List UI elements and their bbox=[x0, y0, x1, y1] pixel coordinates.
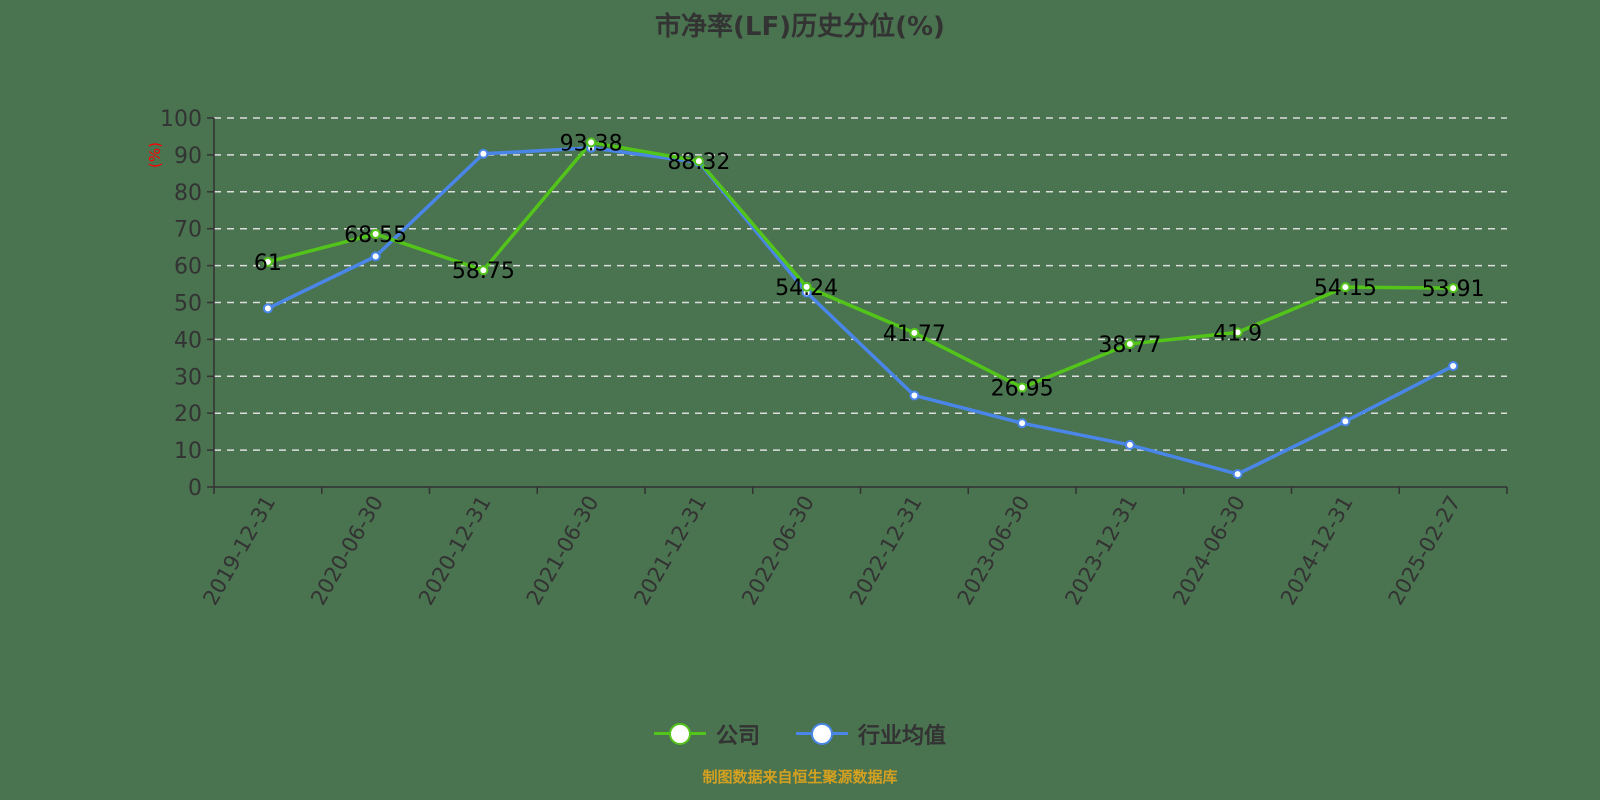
y-tick-label: 20 bbox=[174, 402, 202, 427]
data-label: 93.38 bbox=[560, 131, 623, 156]
y-tick-label: 70 bbox=[174, 218, 202, 243]
data-point[interactable] bbox=[1340, 282, 1351, 293]
data-label: 41.77 bbox=[883, 322, 946, 347]
data-point[interactable] bbox=[1448, 360, 1459, 371]
series-line bbox=[267, 140, 1454, 390]
legend-item-industry-avg[interactable]: 行业均值 bbox=[796, 718, 946, 750]
x-tick-label: 2024-12-31 bbox=[1276, 492, 1358, 610]
x-tick-label: 2022-12-31 bbox=[845, 492, 927, 610]
data-point[interactable] bbox=[586, 137, 597, 148]
y-tick-label: 60 bbox=[174, 255, 202, 280]
data-point[interactable] bbox=[262, 256, 273, 267]
data-point[interactable] bbox=[370, 251, 381, 262]
legend-marker-icon bbox=[796, 722, 848, 746]
legend: 公司 行业均值 bbox=[0, 718, 1600, 750]
y-tick-label: 80 bbox=[174, 181, 202, 206]
data-point[interactable] bbox=[801, 281, 812, 292]
data-point[interactable] bbox=[1232, 327, 1243, 338]
data-label: 26.95 bbox=[991, 377, 1054, 402]
data-label: 61 bbox=[254, 251, 282, 276]
data-label: 53.91 bbox=[1422, 277, 1485, 302]
legend-item-company[interactable]: 公司 bbox=[653, 718, 760, 750]
x-tick-label: 2025-02-27 bbox=[1384, 492, 1466, 610]
y-tick-label: 100 bbox=[160, 107, 202, 132]
x-tick-label: 2020-12-31 bbox=[414, 492, 496, 610]
data-point[interactable] bbox=[1448, 283, 1459, 294]
x-tick-label: 2022-06-30 bbox=[737, 492, 819, 610]
legend-marker-icon bbox=[653, 722, 706, 746]
x-tick-label: 2023-12-31 bbox=[1060, 492, 1142, 610]
series-lines bbox=[262, 137, 1459, 480]
data-point[interactable] bbox=[1124, 439, 1135, 450]
series-line bbox=[267, 146, 1454, 476]
data-point[interactable] bbox=[1340, 416, 1351, 427]
chart-title: 市净率(LF)历史分位(%) bbox=[655, 12, 945, 42]
data-point[interactable] bbox=[478, 148, 489, 159]
x-tick-label: 2019-12-31 bbox=[198, 492, 280, 610]
data-point[interactable] bbox=[1124, 338, 1135, 349]
data-point[interactable] bbox=[909, 390, 920, 401]
data-point[interactable] bbox=[1017, 418, 1028, 429]
axes: 0 10 20 30 40 50 60 70 80 90 100 2019-12-31 2020-06-… bbox=[160, 107, 1508, 610]
data-point[interactable] bbox=[909, 327, 920, 338]
data-label: 41.9 bbox=[1213, 321, 1262, 346]
y-tick-label: 10 bbox=[174, 439, 202, 464]
y-axis-unit: (%) bbox=[146, 142, 164, 168]
data-point[interactable] bbox=[693, 156, 704, 167]
legend-label: 行业均值 bbox=[858, 724, 947, 749]
y-tick-label: 30 bbox=[174, 365, 202, 390]
x-tick-label: 2020-06-30 bbox=[306, 492, 388, 610]
y-tick-label: 50 bbox=[174, 292, 202, 317]
x-tick-label: 2021-06-30 bbox=[522, 492, 604, 610]
x-tick-label: 2021-12-31 bbox=[629, 492, 711, 610]
x-tick-label: 2024-06-30 bbox=[1168, 492, 1250, 610]
y-tick-label: 0 bbox=[188, 476, 202, 501]
data-point[interactable] bbox=[370, 229, 381, 240]
data-label: 88.32 bbox=[667, 150, 730, 175]
data-source-note: 制图数据来自恒生聚源数据库 bbox=[702, 768, 898, 786]
data-point[interactable] bbox=[262, 303, 273, 314]
data-point[interactable] bbox=[1232, 469, 1243, 480]
y-tick-label: 40 bbox=[174, 328, 202, 353]
data-label: 58.75 bbox=[452, 259, 515, 284]
data-point[interactable] bbox=[478, 265, 489, 276]
data-labels: 61 68.55 58.75 93.38 88.32 54.24 41.77 26.95 38.… bbox=[254, 131, 1485, 401]
data-point[interactable] bbox=[1017, 382, 1028, 393]
x-tick-label: 2023-06-30 bbox=[953, 492, 1035, 610]
legend-label: 公司 bbox=[715, 724, 760, 749]
data-label: 68.55 bbox=[344, 223, 407, 248]
data-label: 54.15 bbox=[1314, 276, 1377, 301]
data-label: 38.77 bbox=[1098, 333, 1161, 358]
y-tick-label: 90 bbox=[174, 144, 202, 169]
data-label: 54.24 bbox=[775, 276, 838, 301]
